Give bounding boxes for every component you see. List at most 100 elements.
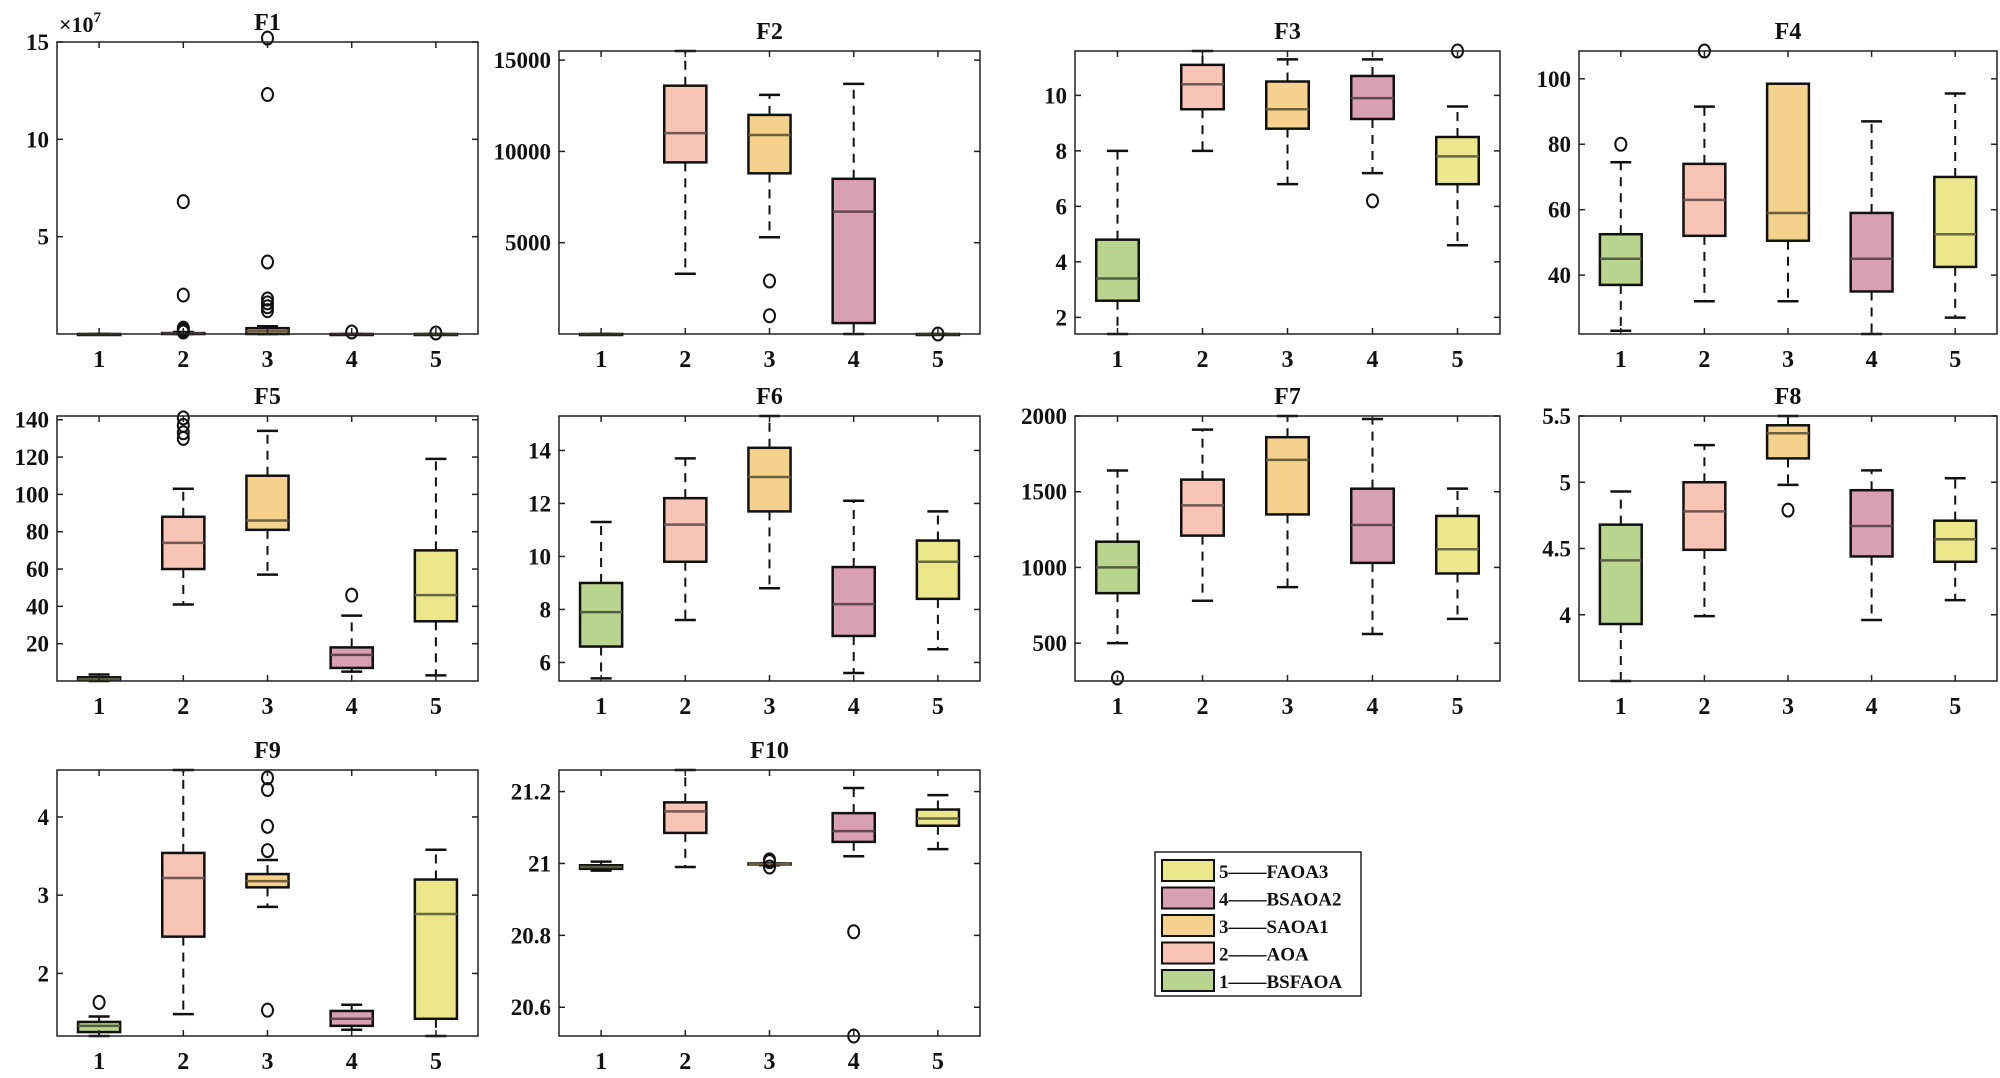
legend-swatch: [1161, 886, 1215, 910]
y-tick-label: 5: [38, 225, 50, 250]
panel-title: F3: [1274, 19, 1301, 45]
x-tick-label: 5: [1949, 347, 1961, 373]
x-tick-label: 2: [1698, 694, 1710, 720]
box-group-2: [663, 49, 708, 275]
y-tick-label: 2000: [1021, 404, 1067, 429]
outlier-point: [763, 308, 776, 324]
x-tick-label: 3: [262, 1049, 274, 1075]
x-tick-label: 5: [430, 347, 442, 373]
y-tick-label: 12: [528, 491, 551, 516]
panel-f7: F7 500 1000 1500 2000 1 2 3 4 5: [1021, 384, 1501, 720]
box: [1765, 424, 1811, 460]
y-tick-label: 1000: [1021, 555, 1067, 580]
legend-label: 4——BSAOA2: [1219, 890, 1341, 911]
box-group-3: [1765, 414, 1811, 518]
box-group-5: [915, 510, 961, 651]
box: [161, 851, 206, 938]
outlier-point: [92, 994, 106, 1010]
x-tick-label: 5: [932, 1049, 944, 1075]
box-group-5: [1933, 477, 1978, 602]
box: [1933, 175, 1978, 269]
y-tick-label: 4: [1056, 250, 1068, 275]
box-group-3: [747, 414, 792, 590]
box-group-5: [413, 457, 459, 677]
y-tick-label: 80: [26, 520, 49, 545]
box: [663, 801, 708, 835]
box: [578, 581, 624, 648]
x-tick-label: 4: [1866, 694, 1878, 720]
y-tick-label: 140: [15, 408, 50, 433]
y-tick-label: 8: [540, 597, 552, 622]
box-group-3: [245, 770, 290, 1018]
outlier-point: [847, 924, 861, 940]
box-group-4: [831, 82, 877, 336]
box-group-5: [413, 848, 459, 1038]
x-tick-label: 3: [764, 1049, 776, 1075]
x-tick-label: 4: [346, 347, 358, 373]
y-tick-label: 40: [1548, 263, 1571, 288]
x-tick-label: 1: [1615, 347, 1627, 373]
box: [1849, 488, 1894, 558]
box: [329, 646, 374, 670]
outlier-point: [1781, 502, 1795, 518]
box-group-5: [1435, 487, 1480, 621]
box-group-3: [747, 93, 792, 324]
outlier-point: [429, 325, 443, 341]
x-tick-label: 1: [93, 694, 105, 720]
y-tick-label: 15000: [494, 48, 552, 73]
box-group-1: [1598, 490, 1643, 683]
y-tick-label: 10: [1044, 83, 1067, 108]
panel-f2: F2 5000 10000 15000 1 2 3 4 5: [494, 19, 981, 373]
outlier-point: [763, 852, 776, 868]
box-group-3: [1265, 58, 1310, 186]
x-tick-label: 5: [932, 347, 944, 373]
panel-f8: F8 4 4.5 5 5.5 1 2 3 4 5: [1542, 384, 1998, 720]
x-tick-label: 1: [595, 1049, 607, 1075]
x-tick-label: 2: [1197, 694, 1209, 720]
x-tick-label: 1: [93, 347, 105, 373]
box-group-2: [161, 194, 206, 340]
box: [915, 539, 961, 601]
box-group-1: [76, 994, 122, 1038]
outlier-point: [345, 587, 359, 603]
panel-title: F8: [1775, 384, 1802, 410]
x-tick-label: 4: [848, 347, 860, 373]
outlier-point: [176, 324, 190, 340]
outlier-point: [763, 273, 776, 289]
box: [747, 446, 792, 513]
x-tick-label: 5: [430, 1049, 442, 1075]
y-tick-label: 4.5: [1542, 537, 1571, 562]
box: [1435, 514, 1480, 575]
x-tick-label: 3: [1782, 347, 1794, 373]
box-group-3: [747, 852, 792, 875]
box: [1435, 135, 1480, 186]
x-tick-label: 5: [1452, 694, 1464, 720]
box-group-2: [663, 457, 708, 622]
box-group-5: [1933, 92, 1978, 319]
box-group-4: [329, 587, 374, 673]
box: [1265, 80, 1310, 130]
x-tick-label: 4: [346, 694, 358, 720]
y-tick-label: 1500: [1021, 480, 1067, 505]
y-tick-label: 20.8: [511, 923, 551, 948]
box-group-4: [831, 786, 877, 1044]
panel-f4: F4 40 60 80 100 1 2 3 4 5: [1537, 19, 1998, 373]
y-tick-label: 21: [528, 851, 551, 876]
box-group-5: [915, 793, 961, 851]
x-tick-label: 1: [595, 347, 607, 373]
outlier-point: [261, 1002, 274, 1018]
x-tick-label: 2: [1698, 347, 1710, 373]
x-tick-label: 4: [1367, 694, 1379, 720]
axis-exponent: ×107: [59, 10, 102, 37]
outlier-point: [176, 287, 190, 303]
box: [1849, 211, 1894, 293]
y-tick-label: 10: [26, 127, 49, 152]
outlier-point: [345, 324, 359, 340]
x-tick-label: 3: [764, 694, 776, 720]
panel-f5: F5 20 40 60 80 100 120 140 1 2 3 4 5: [15, 384, 479, 720]
x-tick-label: 1: [1112, 347, 1124, 373]
y-tick-label: 20: [26, 632, 49, 657]
x-tick-label: 3: [1282, 347, 1294, 373]
